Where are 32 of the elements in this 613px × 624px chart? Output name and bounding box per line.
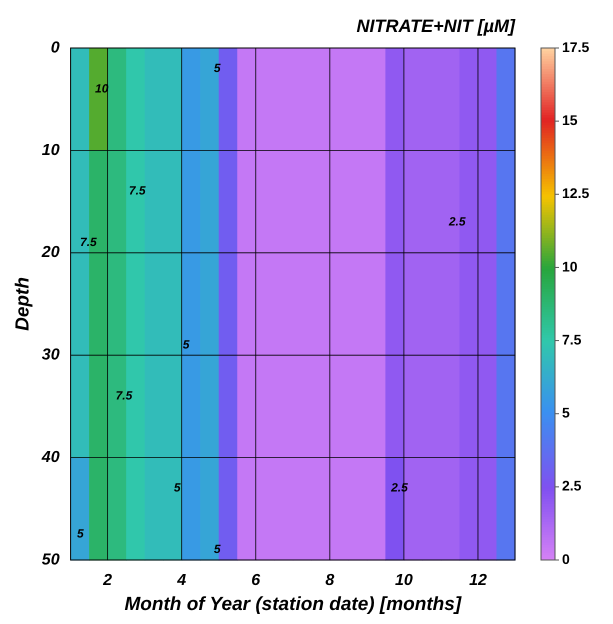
color-bar-label: 7.5	[562, 331, 582, 348]
x-tick-label: 10	[395, 572, 413, 590]
annotation: 5	[174, 480, 181, 495]
y-tick-label: 30	[42, 346, 60, 364]
color-bar-label: 17.5	[562, 38, 590, 55]
annotation: 7.5	[80, 234, 98, 249]
y-tick-label: 40	[40, 449, 60, 466]
x-tick-label: 6	[251, 572, 260, 590]
color-bar-label: 15	[562, 112, 578, 128]
y-tick-label: 20	[40, 244, 60, 262]
color-bar-label: 2.5	[562, 478, 582, 494]
chart-title: NITRATE+NIT [µM]	[356, 16, 516, 36]
y-axis-title: Depth	[12, 277, 34, 331]
annotation: 5	[182, 337, 190, 352]
y-tick-label: 50	[42, 551, 60, 568]
annotation: 5	[214, 542, 221, 556]
color-bar-label: 5	[562, 404, 570, 421]
x-axis-title: Month of Year (station date) [months]	[124, 594, 462, 615]
y-tick-label: 10	[42, 142, 60, 159]
y-tick-label: 0	[50, 39, 60, 56]
color-bar-label: 10	[562, 258, 578, 274]
x-tick-label: 4	[176, 572, 186, 590]
color-bar-label: 0	[562, 550, 570, 567]
x-tick-label: 12	[469, 572, 487, 590]
annotation: 7.5	[116, 388, 133, 402]
annotation: 5	[77, 526, 84, 541]
x-tick-label: 8	[325, 572, 334, 590]
annotation: 2.5	[448, 214, 466, 228]
x-tick-label: 2	[102, 572, 112, 590]
annotation: 5	[214, 60, 221, 75]
annotation: 7.5	[128, 184, 146, 198]
color-bar-label: 12.5	[562, 185, 590, 202]
